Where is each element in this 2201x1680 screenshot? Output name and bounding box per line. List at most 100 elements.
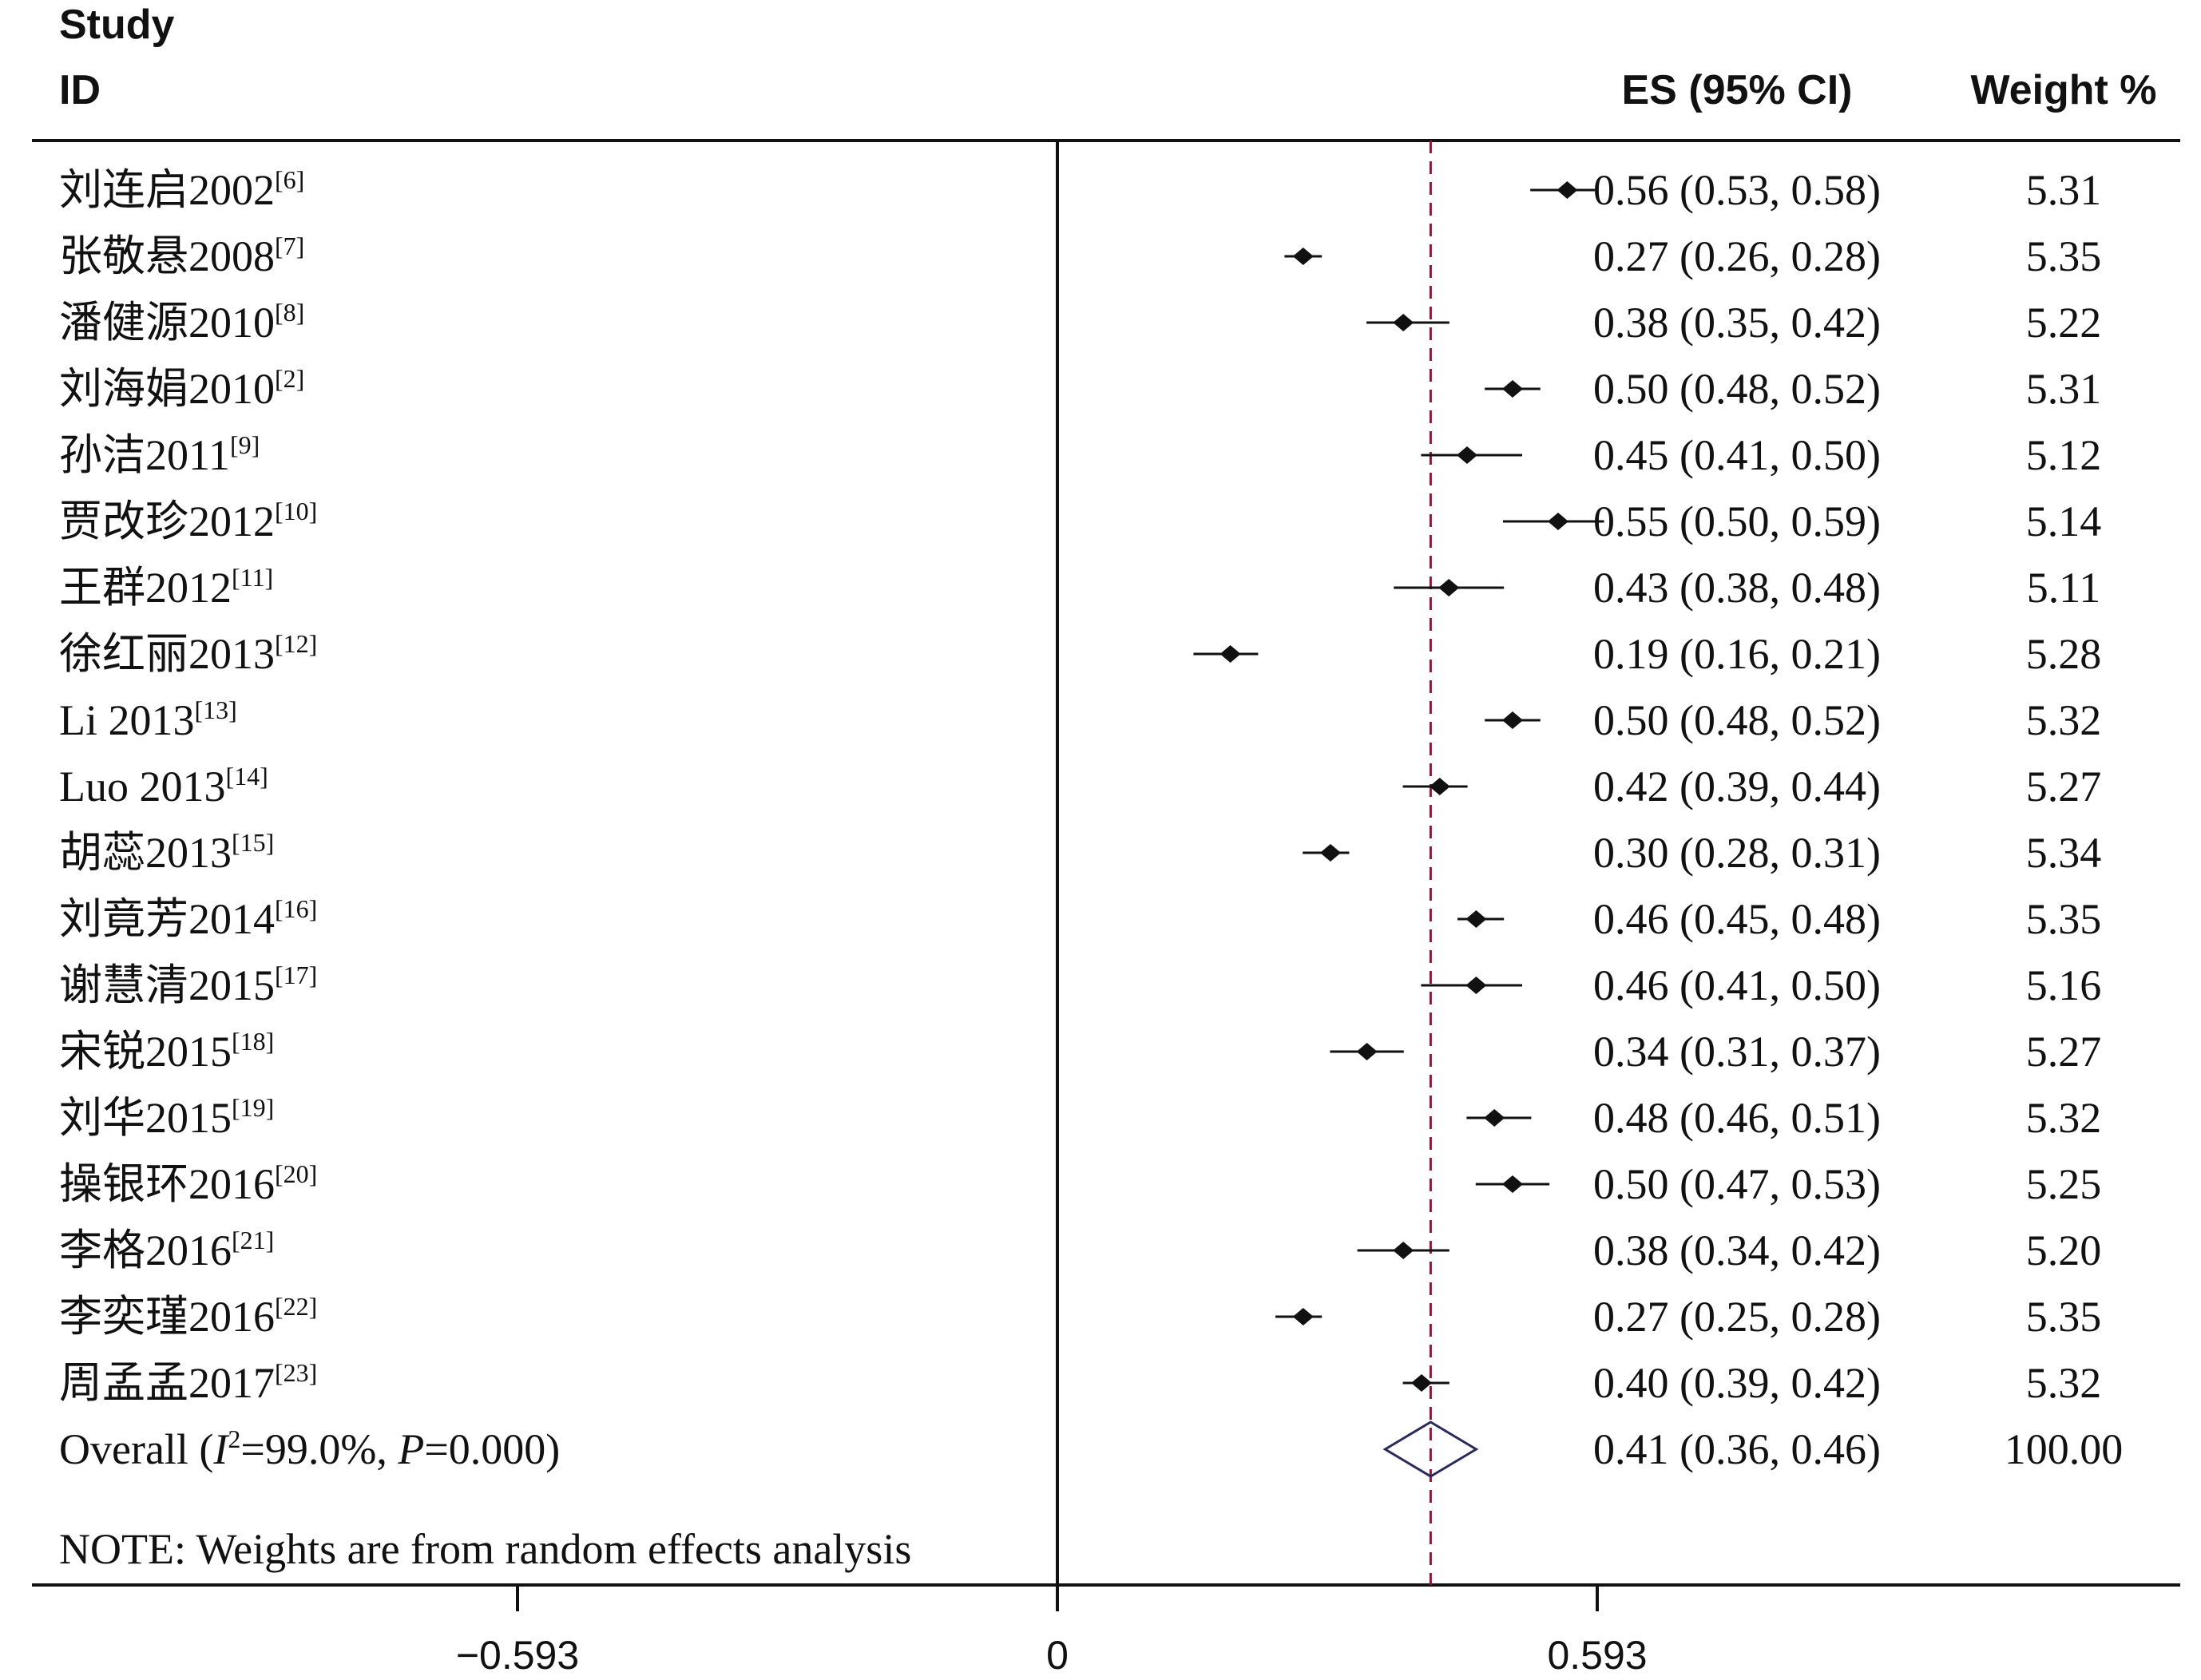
study-label: 孙洁2011[9] [59, 430, 260, 479]
study-row: 胡蕊2013[15] 0.30 (0.28, 0.31) 5.34 [59, 828, 2101, 877]
study-label: 潘健源2010[8] [59, 298, 304, 347]
weight-value: 5.11 [2027, 564, 2101, 612]
point-estimate [1501, 1175, 1523, 1193]
study-reference: [9] [230, 430, 260, 459]
study-row: 徐红丽2013[12] 0.19 (0.16, 0.21) 5.28 [59, 629, 2101, 678]
study-row: 潘健源2010[8] 0.38 (0.35, 0.42) 5.22 [59, 298, 2101, 347]
weight-value: 5.31 [2026, 365, 2102, 413]
es-ci-value: 0.46 (0.45, 0.48) [1593, 895, 1881, 943]
study-row: 操银环2016[20] 0.50 (0.47, 0.53) 5.25 [59, 1159, 2101, 1208]
study-name: 王群2012 [59, 564, 232, 612]
es-ci-value: 0.46 (0.41, 0.50) [1593, 961, 1881, 1009]
x-tick-label: 0 [1046, 1633, 1069, 1678]
study-label: 周孟孟2017[23] [59, 1358, 317, 1407]
i2-superscript: 2 [228, 1424, 240, 1453]
study-label: 贾改珍2012[10] [59, 497, 317, 545]
study-row: 周孟孟2017[23] 0.40 (0.39, 0.42) 5.32 [59, 1358, 2101, 1407]
i2-symbol: I [212, 1425, 230, 1473]
study-row: 刘连启2002[6] 0.56 (0.53, 0.58) 5.31 [59, 165, 2101, 214]
x-tick-label: 0.593 [1547, 1633, 1647, 1678]
es-ci-value: 0.42 (0.39, 0.44) [1593, 763, 1881, 810]
point-estimate [1501, 711, 1523, 729]
study-label: Li 2013[13] [59, 695, 237, 744]
point-estimate [1292, 248, 1314, 265]
study-name: 周孟孟2017 [59, 1359, 275, 1407]
study-name: 张敬悬2008 [59, 232, 275, 280]
study-reference: [22] [275, 1292, 317, 1321]
study-reference: [21] [232, 1226, 274, 1254]
study-row: 李格2016[21] 0.38 (0.34, 0.42) 5.20 [59, 1226, 2101, 1274]
study-name: 刘连启2002 [59, 166, 275, 214]
i2-value: =99.0%, [240, 1425, 398, 1473]
study-name: 李奕瑾2016 [59, 1293, 275, 1341]
x-axis-ticks: −0.593 0 0.593 [456, 1585, 1648, 1678]
es-ci-value: 0.50 (0.48, 0.52) [1593, 696, 1881, 744]
weight-value: 5.14 [2026, 497, 2102, 545]
overall-prefix: Overall ( [59, 1425, 213, 1473]
study-name: 贾改珍2012 [59, 497, 275, 545]
study-reference: [2] [275, 364, 304, 393]
study-reference: [23] [275, 1358, 317, 1387]
study-name: 李格2016 [59, 1226, 232, 1274]
point-estimate [1393, 1242, 1414, 1259]
study-reference: [8] [275, 298, 304, 327]
weight-value: 5.35 [2026, 1293, 2102, 1341]
es-ci-value: 0.19 (0.16, 0.21) [1593, 630, 1881, 678]
weight-value: 5.27 [2026, 1028, 2102, 1076]
header-id: ID [59, 67, 101, 113]
study-label: 刘海娟2010[2] [59, 364, 304, 413]
study-reference: [18] [232, 1027, 274, 1056]
weight-value: 5.20 [2026, 1226, 2102, 1274]
study-label: Luo 2013[14] [59, 762, 268, 810]
point-estimate [1501, 380, 1523, 398]
study-rows: 刘连启2002[6] 0.56 (0.53, 0.58) 5.31 张敬悬2008[7… [59, 165, 2101, 1407]
study-label: 胡蕊2013[15] [59, 828, 274, 877]
weight-value: 5.32 [2026, 1094, 2102, 1142]
study-row: 孙洁2011[9] 0.45 (0.41, 0.50) 5.12 [59, 430, 2101, 479]
point-estimate [1465, 910, 1487, 928]
x-tick-label: −0.593 [456, 1633, 579, 1678]
study-reference: [14] [226, 762, 268, 790]
p-symbol: P [397, 1425, 424, 1473]
study-row: 刘华2015[19] 0.48 (0.46, 0.51) 5.32 [59, 1093, 2101, 1142]
study-label: 谢慧清2015[17] [59, 961, 317, 1009]
point-estimate [1547, 513, 1568, 530]
point-estimate [1465, 977, 1487, 994]
study-name: 操银环2016 [59, 1160, 275, 1208]
es-ci-value: 0.45 (0.41, 0.50) [1593, 431, 1881, 479]
weight-value: 5.27 [2026, 763, 2102, 810]
weight-value: 5.12 [2026, 431, 2102, 479]
study-reference: [11] [232, 563, 273, 592]
overall-es-ci: 0.41 (0.36, 0.46) [1593, 1425, 1881, 1473]
weight-value: 5.35 [2026, 895, 2102, 943]
point-estimate [1456, 446, 1477, 464]
study-label: 操银环2016[20] [59, 1159, 317, 1208]
p-value: =0.000) [424, 1425, 560, 1473]
study-label: 刘华2015[19] [59, 1093, 274, 1142]
study-reference: [6] [275, 165, 304, 194]
weight-value: 5.32 [2026, 1359, 2102, 1407]
es-ci-value: 0.38 (0.34, 0.42) [1593, 1226, 1881, 1274]
study-row: 刘海娟2010[2] 0.50 (0.48, 0.52) 5.31 [59, 364, 2101, 413]
point-estimate [1292, 1308, 1314, 1325]
point-estimate [1557, 181, 1578, 199]
study-label: 刘连启2002[6] [59, 165, 304, 214]
weight-value: 5.22 [2026, 299, 2102, 347]
study-reference: [15] [232, 828, 274, 857]
overall-label: Overall (I2=99.0%, P=0.000) [59, 1424, 560, 1473]
study-name: 宋锐2015 [59, 1028, 232, 1076]
weight-value: 5.16 [2026, 961, 2102, 1009]
study-name: 刘竟芳2014 [59, 895, 275, 943]
study-reference: [12] [275, 629, 317, 658]
study-name: 徐红丽2013 [59, 630, 275, 678]
point-estimate [1356, 1043, 1378, 1060]
es-ci-value: 0.27 (0.26, 0.28) [1593, 232, 1881, 280]
study-name: 孙洁2011 [59, 431, 230, 479]
weight-value: 5.25 [2026, 1160, 2102, 1208]
study-row: 刘竟芳2014[16] 0.46 (0.45, 0.48) 5.35 [59, 894, 2101, 943]
study-row: 贾改珍2012[10] 0.55 (0.50, 0.59) 5.14 [59, 497, 2101, 545]
study-label: 王群2012[11] [59, 563, 273, 612]
weight-value: 5.35 [2026, 232, 2102, 280]
es-ci-value: 0.50 (0.48, 0.52) [1593, 365, 1881, 413]
overall-diamond [1382, 1420, 1479, 1478]
